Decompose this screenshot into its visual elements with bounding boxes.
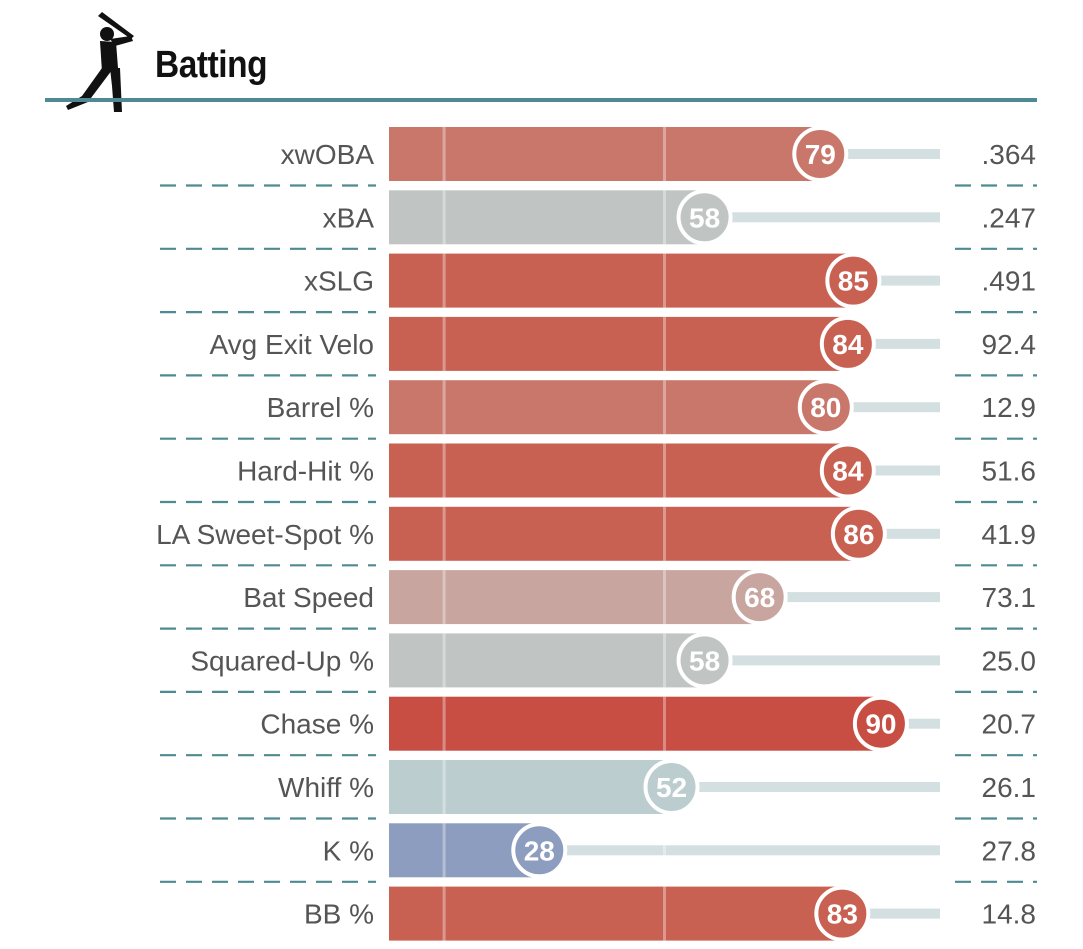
reference-line-7-1 xyxy=(663,570,666,625)
stat-value-5: 51.6 xyxy=(982,456,1037,487)
reference-line-3-1 xyxy=(663,316,666,371)
metric-label-4: Barrel % xyxy=(267,392,374,423)
reference-line-5-1 xyxy=(663,443,666,498)
reference-line-12-1 xyxy=(663,886,666,941)
reference-line-3-0 xyxy=(442,316,446,371)
percentile-circle-3 xyxy=(819,315,876,372)
reference-line-6-0 xyxy=(442,506,446,561)
percentile-label-7: 68 xyxy=(744,582,775,613)
stat-value-7: 73.1 xyxy=(982,582,1037,613)
bar-9 xyxy=(389,696,885,751)
reference-line-7-0 xyxy=(442,570,446,625)
stat-value-11: 27.8 xyxy=(982,835,1037,866)
percentile-circle-2 xyxy=(825,252,882,309)
reference-line-9-0 xyxy=(442,696,446,751)
stat-value-9: 20.7 xyxy=(982,709,1037,740)
bar-2 xyxy=(389,253,858,308)
metric-label-10: Whiff % xyxy=(278,772,374,803)
percentile-circle-12 xyxy=(814,885,871,942)
bar-5 xyxy=(389,443,852,498)
bar-6 xyxy=(389,506,863,561)
reference-line-4-1 xyxy=(663,380,666,435)
reference-line-2-0 xyxy=(442,253,446,308)
bar-0 xyxy=(389,127,825,181)
reference-line-5-0 xyxy=(442,443,446,498)
reference-line-12-0 xyxy=(442,886,446,941)
reference-line-10-0 xyxy=(442,760,446,814)
percentile-circle-4 xyxy=(797,379,854,436)
percentile-circle-10 xyxy=(643,759,700,815)
percentile-label-11: 28 xyxy=(524,835,555,866)
percentile-circle-6 xyxy=(830,505,887,562)
metric-label-5: Hard-Hit % xyxy=(237,456,374,487)
reference-line-11-1 xyxy=(663,823,666,878)
section-title: Batting xyxy=(155,44,268,86)
stat-value-12: 14.8 xyxy=(982,899,1037,930)
percentile-label-9: 90 xyxy=(865,709,896,740)
metric-label-7: Bat Speed xyxy=(243,582,374,613)
reference-line-6-1 xyxy=(663,506,666,561)
percentile-label-10: 52 xyxy=(656,772,687,803)
percentile-label-4: 80 xyxy=(810,392,841,423)
percentile-circle-8 xyxy=(676,632,733,689)
reference-line-0-0 xyxy=(442,127,446,181)
bar-12 xyxy=(389,886,847,941)
reference-line-8-1 xyxy=(663,633,666,688)
metric-label-9: Chase % xyxy=(260,709,374,740)
stat-value-3: 92.4 xyxy=(982,329,1037,360)
bar-1 xyxy=(389,190,709,245)
percentile-label-2: 85 xyxy=(838,266,869,297)
reference-line-9-1 xyxy=(663,696,666,751)
percentile-label-0: 79 xyxy=(805,139,836,170)
percentile-label-6: 86 xyxy=(843,519,874,550)
stat-value-10: 26.1 xyxy=(982,772,1037,803)
metric-label-12: BB % xyxy=(304,899,374,930)
reference-line-1-1 xyxy=(663,190,666,245)
track-11 xyxy=(389,845,940,856)
reference-line-2-1 xyxy=(663,253,666,308)
metric-label-11: K % xyxy=(323,835,374,866)
percentile-circle-5 xyxy=(819,442,876,499)
metric-label-2: xSLG xyxy=(304,266,374,297)
header-rule xyxy=(45,98,1037,102)
percentile-label-12: 83 xyxy=(827,899,858,930)
percentile-label-1: 58 xyxy=(689,202,720,233)
percentile-label-8: 58 xyxy=(689,645,720,676)
metric-label-6: LA Sweet-Spot % xyxy=(156,519,374,550)
percentile-label-3: 84 xyxy=(832,329,864,360)
bar-7 xyxy=(389,570,764,625)
bar-10 xyxy=(389,760,676,814)
percentile-circle-1 xyxy=(676,189,733,246)
stat-value-2: .491 xyxy=(982,266,1037,297)
percentile-circle-7 xyxy=(731,569,788,626)
reference-line-0-1 xyxy=(663,127,666,181)
stat-value-0: .364 xyxy=(982,139,1037,170)
metric-label-3: Avg Exit Velo xyxy=(210,329,374,360)
percentile-label-5: 84 xyxy=(832,456,864,487)
metric-label-8: Squared-Up % xyxy=(190,645,374,676)
metric-label-0: xwOBA xyxy=(281,139,375,170)
reference-line-1-0 xyxy=(442,190,446,245)
percentile-circle-0 xyxy=(792,126,849,182)
stat-value-4: 12.9 xyxy=(982,392,1037,423)
bar-4 xyxy=(389,380,830,435)
stat-value-1: .247 xyxy=(982,202,1037,233)
reference-line-4-0 xyxy=(442,380,446,435)
metric-label-1: xBA xyxy=(323,202,375,233)
bar-8 xyxy=(389,633,709,688)
stat-value-6: 41.9 xyxy=(982,519,1037,550)
reference-line-11-0 xyxy=(442,823,446,878)
percentile-circle-9 xyxy=(852,695,909,752)
reference-line-8-0 xyxy=(442,633,446,688)
stat-value-8: 25.0 xyxy=(982,645,1037,676)
bar-3 xyxy=(389,316,852,371)
percentile-circle-11 xyxy=(511,822,568,879)
